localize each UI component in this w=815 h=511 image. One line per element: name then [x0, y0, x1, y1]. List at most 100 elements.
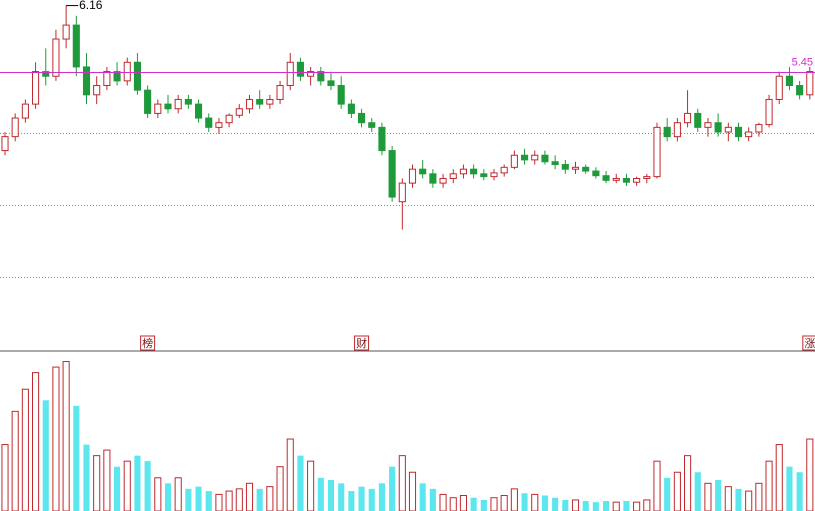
volume-bar [603, 501, 610, 511]
event-marker-box [802, 335, 815, 351]
candle-body [663, 126, 671, 138]
volume-bar [114, 466, 121, 511]
candle-body [408, 168, 417, 184]
candle-body [215, 122, 223, 128]
candle-body [144, 89, 152, 114]
volume-bar [552, 497, 559, 511]
candle-body [256, 98, 264, 105]
candle-body [510, 154, 518, 168]
candle-body [327, 80, 335, 87]
event-marker-box [140, 335, 156, 351]
candle-body [164, 103, 172, 110]
volume-bar [531, 493, 539, 511]
candle-body [582, 166, 590, 172]
candle-body [745, 131, 753, 138]
volume-bar [297, 455, 304, 511]
candle-body [358, 112, 366, 124]
volume-bar [195, 486, 202, 511]
volume-bar [103, 449, 111, 511]
volume-bar [571, 499, 580, 511]
candle-body [1, 136, 9, 152]
volume-bar [52, 366, 60, 511]
candle-body [592, 170, 600, 177]
volume-bar [235, 488, 243, 511]
volume-bar [643, 499, 651, 511]
volume-bar [307, 460, 315, 511]
volume-bar [1, 444, 9, 511]
volume-bar [245, 482, 254, 511]
candle-body [694, 112, 702, 128]
candle-body [93, 85, 101, 96]
candle-body [378, 126, 386, 152]
volume-bar [225, 490, 233, 511]
volume-bar [480, 499, 487, 511]
volume-bar [123, 460, 131, 511]
volume-bar [378, 483, 385, 511]
candle-body [806, 71, 814, 96]
candle-body [755, 124, 763, 133]
event-marker: 财 [356, 336, 367, 350]
candle-body [521, 154, 529, 161]
candle-body [490, 172, 498, 178]
volume-bar [562, 499, 569, 511]
volume-bar [510, 488, 518, 511]
candle-body [317, 71, 325, 82]
candle-body [32, 71, 40, 105]
candle-body [184, 98, 192, 105]
candle-body [52, 38, 60, 77]
volume-bar [327, 480, 335, 511]
volume-bar [215, 493, 223, 511]
candle-body [653, 126, 661, 178]
candle-body [449, 173, 457, 179]
candle-body [459, 168, 467, 175]
volume-bar [205, 491, 212, 511]
candle-body [704, 122, 712, 128]
candle-body [622, 177, 630, 183]
candle-body [368, 122, 376, 128]
volume-bar [83, 444, 90, 511]
candle-body [429, 173, 437, 184]
candle-body [684, 112, 692, 124]
candle-body [133, 61, 141, 91]
volume-bar [338, 483, 345, 511]
candle-body [633, 177, 641, 183]
candle-body [480, 173, 488, 178]
volume-bar [612, 501, 620, 511]
candle-body [225, 114, 233, 124]
volume-bar [32, 372, 40, 511]
candle-body [235, 108, 243, 116]
volume-bar [164, 483, 172, 511]
volume-bar [765, 460, 773, 511]
volume-bar [73, 405, 80, 511]
candle-body [245, 98, 254, 110]
volume-bar [317, 477, 324, 511]
candle-body [571, 166, 580, 170]
volume-bar [521, 493, 528, 511]
volume-bar [185, 488, 192, 511]
volume-bar [439, 493, 447, 511]
volume-bar [653, 460, 661, 511]
max-price-label: 6.16 [79, 0, 103, 12]
volume-bar [684, 455, 692, 511]
candle-body [561, 164, 569, 170]
candle-body [174, 98, 182, 110]
candle-body [714, 122, 722, 133]
volume-bar [429, 488, 436, 511]
candle-body [724, 126, 732, 133]
candle-body [82, 66, 91, 96]
event-marker-box [354, 335, 370, 351]
candle-body [337, 85, 345, 105]
volume-bar [144, 461, 151, 511]
candle-body [195, 103, 203, 119]
candle-body [103, 71, 111, 87]
volume-bar [694, 472, 701, 511]
volume-bar [266, 486, 274, 511]
candle-body [765, 98, 773, 126]
candle-body [42, 71, 50, 77]
volume-bar [358, 486, 365, 511]
candle-body [205, 117, 213, 128]
event-marker: 榜 [142, 336, 153, 350]
volume-bar [664, 477, 671, 511]
volume-bar [368, 488, 375, 511]
